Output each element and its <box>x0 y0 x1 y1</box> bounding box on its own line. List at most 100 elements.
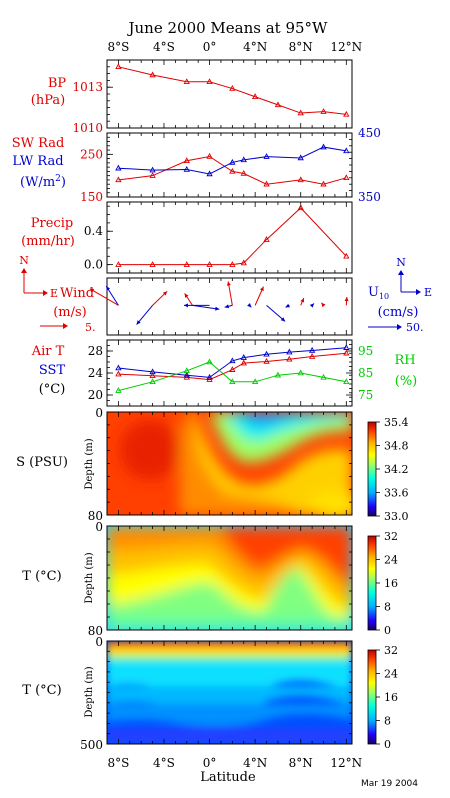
y-tick-label: 250 <box>80 147 103 161</box>
precip-unit: (mm/hr) <box>21 234 75 249</box>
top-x-tick-label: 0° <box>203 40 217 54</box>
panel-temperature: Air T SST (°C) RH (%) <box>31 339 418 407</box>
data-point <box>263 236 270 242</box>
data-point <box>320 108 327 114</box>
current-scale: 50. <box>406 321 424 334</box>
data-point <box>320 143 327 150</box>
data-point <box>297 176 304 183</box>
data-point <box>183 157 190 163</box>
sst-label: SST <box>39 363 66 378</box>
current-vector-head <box>247 303 252 308</box>
data-point <box>240 169 247 176</box>
data-point <box>297 204 304 211</box>
data-point <box>149 372 156 378</box>
wind-label: E Wind <box>50 286 94 301</box>
bottom-x-tick-label: 0° <box>203 756 217 770</box>
data-point <box>308 346 316 353</box>
depth-tick-label: 500 <box>80 738 103 752</box>
data-point <box>206 373 213 380</box>
depth-tick-label: 80 <box>88 624 103 638</box>
data-point <box>206 261 213 267</box>
top-x-tick-label: 12°N <box>330 40 362 54</box>
current-vector <box>266 304 286 322</box>
y-tick-label: 350 <box>358 190 381 204</box>
bottom-x-tick-label: 4°N <box>243 756 267 770</box>
wind-vector-head <box>321 302 326 308</box>
data-point <box>320 373 327 380</box>
series-line-precip <box>118 207 347 266</box>
y-tick-label: 20 <box>88 388 103 402</box>
data-point <box>274 101 282 108</box>
data-point <box>229 366 236 372</box>
current-vector-head <box>183 303 188 308</box>
data-point <box>274 371 282 378</box>
depth-tick-label: 0 <box>95 635 103 649</box>
wind-vector-head <box>226 281 231 286</box>
current-unit: (cm/s) <box>378 305 419 320</box>
y-tick-label: 0.0 <box>84 258 103 272</box>
data-point <box>343 349 350 356</box>
colorbar-tick-label: 0 <box>384 738 391 751</box>
temp80-label: T (°C) <box>22 569 61 584</box>
data-point <box>183 165 190 172</box>
wind-vector-head <box>344 297 349 302</box>
colorbar-tick-label: 32 <box>384 530 398 543</box>
temp500-label: T (°C) <box>22 683 61 698</box>
series-line-bp <box>118 66 347 115</box>
y-tick-label: 150 <box>80 190 103 204</box>
data-point <box>286 348 293 355</box>
colorbar-tick-label: 0 <box>384 624 391 637</box>
top-x-tick-label: 8°N <box>289 40 313 54</box>
y-tick-label: 1010 <box>72 121 103 135</box>
bottom-x-tick-label: 4°S <box>153 756 175 770</box>
wind-vector-head <box>300 298 305 303</box>
data-point <box>240 259 247 266</box>
data-point <box>115 370 122 377</box>
wind-unit: (m/s) <box>53 305 87 320</box>
colorbar-tick-label: 24 <box>384 554 398 567</box>
panel-temperature-500m: T (°C) Depth (m) <box>22 640 353 745</box>
colorbar-temp500 <box>367 649 377 745</box>
bottom-x-tick-label: 8°S <box>107 756 129 770</box>
u10-label: U10 <box>368 285 389 301</box>
data-point <box>286 355 293 362</box>
top-x-tick-labels: 8°S 4°S 0° 4°N 8°N 12°N <box>107 40 362 54</box>
salinity-label: S (PSU) <box>16 455 68 470</box>
bottom-x-tick-label: 8°N <box>289 756 313 770</box>
sw-label: SW Rad <box>12 136 65 151</box>
data-point <box>229 85 236 91</box>
data-point <box>343 378 350 385</box>
data-point <box>240 354 247 360</box>
data-point <box>115 364 122 371</box>
current-vector-head <box>215 306 220 311</box>
precip-label: Precip <box>31 216 73 231</box>
data-point <box>297 369 304 376</box>
data-point <box>263 350 270 357</box>
current-vector <box>192 304 220 310</box>
salinity-depth-label: Depth (m) <box>84 438 95 489</box>
data-point <box>229 167 236 174</box>
data-point <box>240 359 247 366</box>
colorbar-salinity <box>367 421 377 517</box>
depth-tick-label: 0 <box>95 520 103 534</box>
current-north-label: N <box>396 256 406 269</box>
rh-unit: (%) <box>395 374 418 389</box>
data-point <box>206 170 213 177</box>
wind-vector <box>227 281 233 306</box>
colorbar-tick-label: 33.0 <box>384 510 409 523</box>
chart-marks: 8°S 4°S 0° 4°N 8°N 12°N 1010 1013 150 250 350 450 0.… <box>72 59 409 770</box>
wind-vector-head <box>260 286 264 292</box>
data-point <box>149 172 156 178</box>
top-x-tick-label: 8°S <box>107 40 129 54</box>
current-vector-head <box>309 303 315 308</box>
y-tick-label: 24 <box>88 366 104 380</box>
wind-vector <box>89 288 119 306</box>
wind-north-label: N <box>19 254 29 267</box>
data-point <box>183 78 190 85</box>
current-vector-head <box>136 320 141 325</box>
series-line-sw-rad <box>118 155 347 185</box>
colorbar-tick-label: 16 <box>384 577 398 590</box>
current-vector <box>136 305 153 325</box>
current-vector-head <box>280 317 286 322</box>
data-point <box>149 71 156 78</box>
